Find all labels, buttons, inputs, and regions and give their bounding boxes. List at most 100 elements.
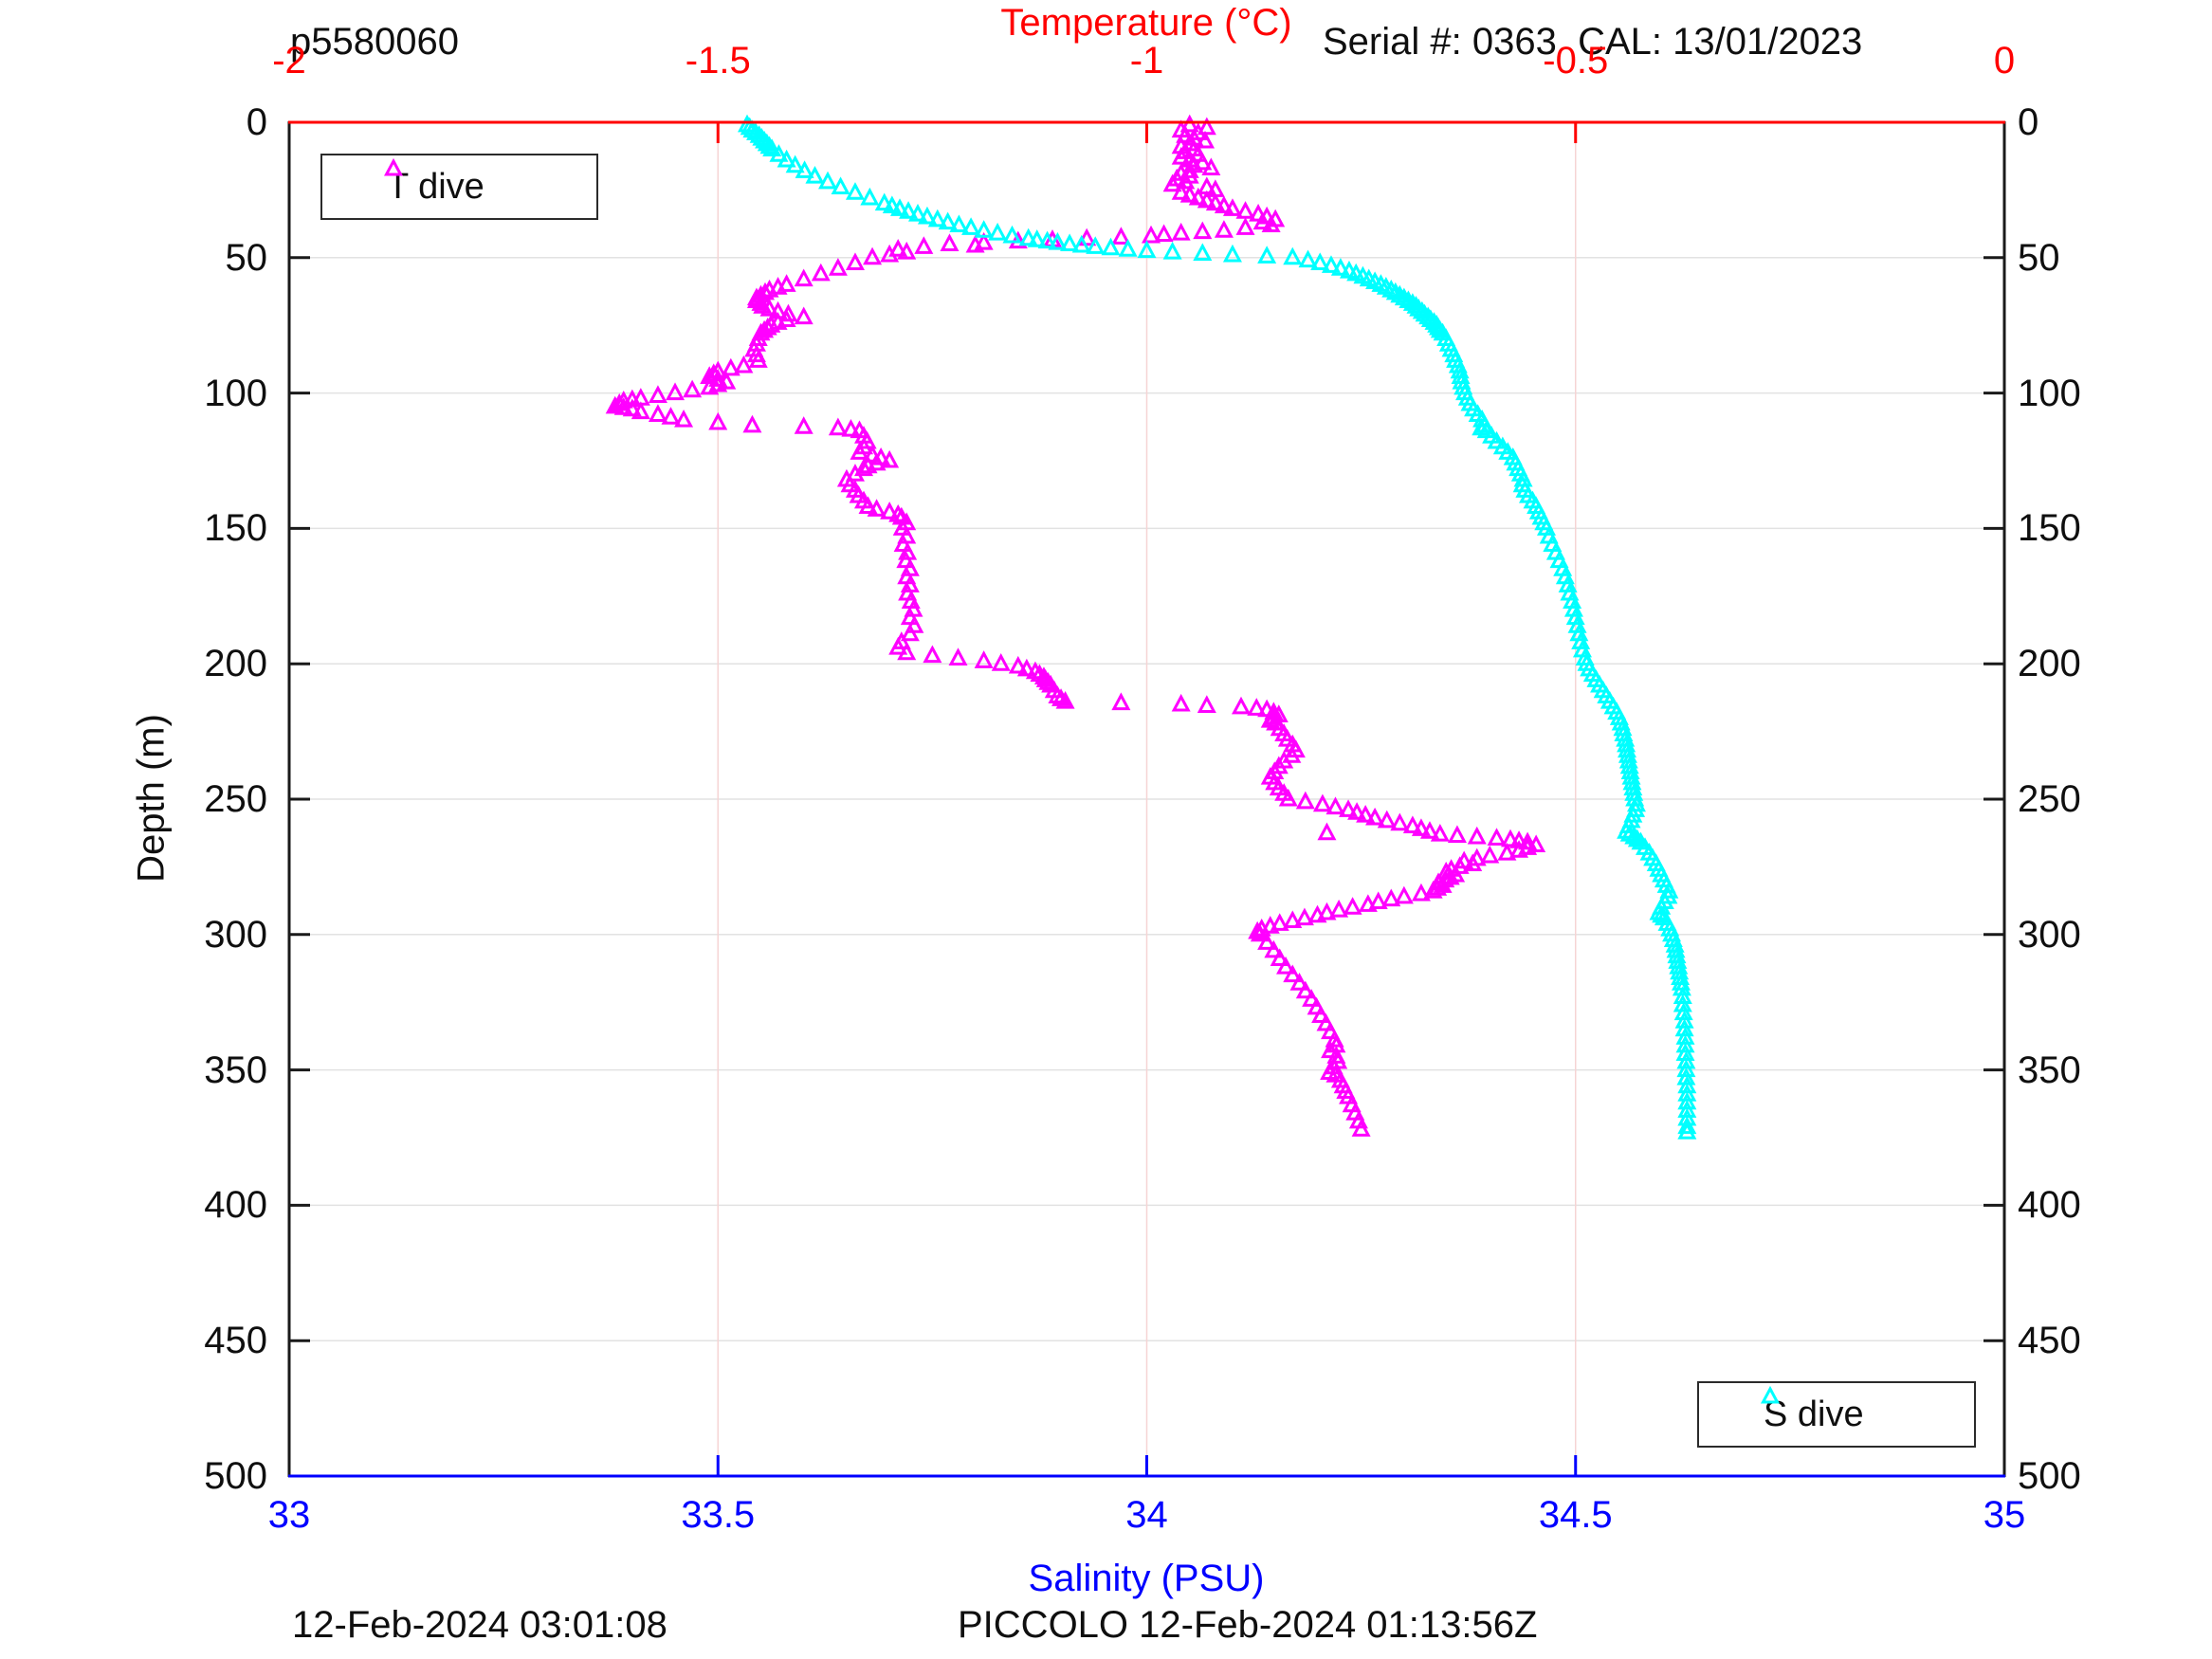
marker-t-dive: [1162, 173, 1182, 192]
depth-tick-label-left: 400: [204, 1184, 267, 1227]
axes-spines: [287, 120, 2006, 1478]
marker-s-dive: [917, 206, 937, 225]
marker-t-dive: [888, 503, 908, 522]
marker-t-dive: [1381, 888, 1401, 907]
marker-t-dive: [721, 357, 740, 376]
marker-t-dive: [708, 411, 728, 430]
marker-t-dive: [622, 389, 642, 408]
depth-tick-label-right: 300: [2018, 913, 2081, 956]
series-t-dive: [605, 114, 1546, 1137]
marker-t-dive: [768, 277, 788, 295]
marker-t-dive: [1188, 187, 1208, 206]
marker-t-dive: [1307, 904, 1327, 923]
salinity-axis-title: Salinity (PSU): [1028, 1558, 1265, 1599]
depth-tick-label-right: 150: [2018, 507, 2081, 550]
marker-t-dive: [841, 418, 861, 437]
marker-t-dive: [1222, 198, 1242, 216]
marker-t-dive: [1276, 956, 1296, 975]
depth-tick-label-left: 0: [246, 101, 267, 143]
timestamp-left: 12-Feb-2024 03:01:08: [292, 1604, 667, 1646]
marker-t-dive: [828, 258, 848, 276]
marker-t-dive: [674, 409, 694, 428]
marker-t-dive: [1154, 224, 1174, 243]
marker-t-dive: [700, 376, 720, 395]
marker-t-dive: [1179, 114, 1199, 133]
marker-t-dive: [1278, 788, 1298, 807]
marker-t-dive: [854, 458, 874, 477]
marker-t-dive: [1214, 195, 1234, 214]
marker-s-dive: [1402, 293, 1422, 311]
marker-s-dive: [785, 155, 805, 173]
marker-t-dive: [794, 416, 814, 434]
marker-t-dive: [1077, 228, 1097, 246]
marker-t-dive: [708, 369, 728, 387]
depth-tick-label-left: 500: [204, 1455, 267, 1497]
marker-s-dive: [1137, 240, 1157, 259]
marker-t-dive: [1430, 823, 1450, 842]
marker-t-dive: [1171, 222, 1191, 241]
marker-t-dive: [1365, 807, 1385, 826]
marker-t-dive: [1201, 157, 1221, 176]
figure-id-label: p5580060: [290, 21, 459, 63]
marker-s-dive: [1086, 236, 1106, 254]
marker-t-dive: [613, 397, 633, 415]
marker-t-dive: [1016, 658, 1036, 677]
marker-s-dive: [1673, 994, 1692, 1012]
marker-t-dive: [1377, 810, 1397, 829]
marker-s-dive: [1676, 1066, 1696, 1085]
marker-t-dive: [1282, 745, 1302, 763]
marker-t-dive: [1526, 834, 1546, 853]
marker-t-dive: [1402, 815, 1422, 834]
marker-s-dive: [907, 203, 928, 222]
marker-t-dive: [1235, 217, 1255, 235]
marker-t-dive: [1235, 201, 1255, 219]
marker-t-dive: [1419, 821, 1439, 839]
marker-t-dive: [1193, 221, 1213, 240]
marker-t-dive: [850, 442, 869, 460]
marker-s-dive: [1222, 244, 1242, 263]
marker-s-dive: [882, 195, 902, 214]
marker-s-dive: [1671, 973, 1691, 991]
marker-s-dive: [938, 211, 958, 230]
marker-s-dive: [1674, 1018, 1694, 1037]
marker-s-dive: [1676, 1059, 1696, 1078]
marker-t-dive: [1214, 220, 1234, 238]
depth-tick-label-right: 350: [2018, 1048, 2081, 1091]
gridlines: [289, 122, 2004, 1476]
marker-s-dive: [1071, 234, 1091, 253]
s-dive-triangle-icon: [1760, 1385, 1781, 1404]
marker-s-dive: [805, 165, 825, 184]
marker-t-dive: [1196, 130, 1216, 149]
marker-t-dive: [940, 233, 960, 252]
marker-s-dive: [831, 176, 850, 195]
depth-tick-label-left: 100: [204, 372, 267, 414]
marker-s-dive: [1487, 430, 1507, 449]
marker-s-dive: [1321, 255, 1341, 273]
marker-t-dive: [1423, 880, 1443, 899]
marker-s-dive: [1617, 821, 1636, 839]
marker-t-dive: [1283, 964, 1303, 983]
marker-s-dive: [874, 192, 894, 211]
marker-s-dive: [961, 217, 981, 235]
marker-s-dive: [949, 214, 969, 233]
marker-s-dive: [1420, 309, 1440, 327]
marker-s-dive: [1048, 231, 1068, 250]
marker-t-dive: [1317, 822, 1337, 841]
marker-t-dive: [1518, 837, 1538, 855]
marker-t-dive: [1463, 853, 1483, 872]
marker-t-dive: [858, 496, 878, 515]
marker-t-dive: [717, 371, 737, 390]
marker-s-dive: [1415, 303, 1435, 322]
marker-t-dive: [1487, 828, 1507, 846]
marker-s-dive: [1298, 249, 1318, 268]
marker-t-dive: [777, 274, 796, 292]
marker-t-dive: [1247, 698, 1267, 716]
marker-t-dive: [1171, 693, 1191, 712]
marker-t-dive: [974, 231, 994, 250]
depth-axis-title: Depth (m): [130, 714, 173, 883]
marker-t-dive: [1480, 845, 1500, 864]
legend-s-dive: S dive: [1697, 1381, 1976, 1448]
salinity-tick-label: 33: [267, 1494, 311, 1536]
